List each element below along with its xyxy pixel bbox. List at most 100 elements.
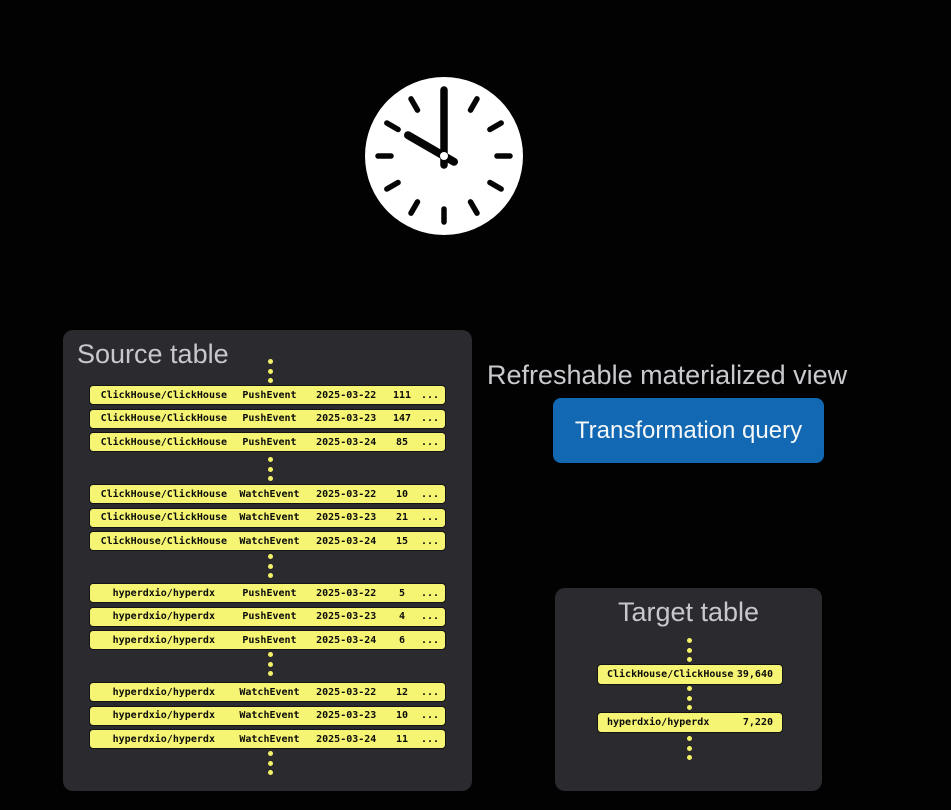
row-ellipsis: ... — [420, 389, 440, 401]
row-repo: hyperdxio/hyperdx — [112, 587, 215, 599]
row-total: 39,640 — [736, 669, 773, 680]
dot — [267, 359, 273, 364]
row-event: PushEvent — [242, 634, 297, 646]
dot — [267, 573, 273, 578]
row-repo: ClickHouse/ClickHouse — [100, 535, 228, 547]
row-count: 5 — [399, 587, 406, 599]
dot — [686, 695, 692, 701]
row-count: 85 — [396, 436, 409, 448]
row-date: 2025-03-22 — [316, 686, 377, 698]
dot — [267, 378, 273, 383]
clock-icon — [365, 77, 523, 235]
row-repo: ClickHouse/ClickHouse — [100, 512, 228, 523]
row-date: 2025-03-22 — [316, 389, 377, 401]
clock-hub — [440, 152, 448, 160]
table-row: hyperdxio/hyperdx PushEvent 2025-03-22 5… — [89, 583, 446, 603]
row-repo: hyperdxio/hyperdx — [607, 717, 710, 728]
row-count: 10 — [396, 488, 409, 500]
row-ellipsis: ... — [420, 634, 440, 646]
row-repo: ClickHouse/ClickHouse — [100, 436, 228, 448]
row-ellipsis: ... — [420, 413, 440, 424]
table-row: ClickHouse/ClickHouse PushEvent 2025-03-… — [89, 408, 446, 429]
dot — [267, 671, 273, 676]
row-count: 111 — [393, 389, 412, 401]
row-repo: hyperdxio/hyperdx — [112, 733, 215, 745]
row-ellipsis: ... — [420, 587, 440, 599]
row-date: 2025-03-24 — [316, 634, 377, 646]
dot — [267, 457, 273, 462]
table-row: hyperdxio/hyperdx WatchEvent 2025-03-22 … — [89, 682, 446, 702]
row-date: 2025-03-23 — [316, 413, 377, 424]
table-row: ClickHouse/ClickHouse WatchEvent 2025-03… — [89, 484, 446, 504]
row-date: 2025-03-23 — [316, 512, 377, 523]
row-count: 12 — [396, 686, 409, 698]
dot — [267, 368, 273, 374]
row-count: 15 — [396, 535, 409, 547]
table-row: hyperdxio/hyperdx PushEvent 2025-03-23 4… — [89, 606, 446, 627]
table-row: hyperdxio/hyperdx WatchEvent 2025-03-24 … — [89, 729, 446, 749]
row-repo: hyperdxio/hyperdx — [112, 710, 215, 721]
row-event: WatchEvent — [239, 733, 300, 745]
table-row: ClickHouse/ClickHouse WatchEvent 2025-03… — [89, 531, 446, 551]
row-ellipsis: ... — [420, 733, 440, 745]
table-row: hyperdxio/hyperdx WatchEvent 2025-03-23 … — [89, 705, 446, 726]
table-row: ClickHouse/ClickHouse WatchEvent 2025-03… — [89, 507, 446, 528]
row-count: 10 — [396, 710, 409, 721]
row-date: 2025-03-23 — [316, 611, 377, 622]
row-event: PushEvent — [242, 587, 297, 599]
dot — [267, 661, 273, 667]
row-repo: hyperdxio/hyperdx — [112, 634, 215, 646]
row-date: 2025-03-24 — [316, 535, 377, 547]
dot — [267, 751, 273, 756]
row-event: PushEvent — [242, 389, 297, 401]
target-table-title: Target table — [617, 597, 760, 627]
row-date: 2025-03-22 — [316, 488, 377, 500]
vertical-ellipsis-icon — [267, 652, 273, 676]
vertical-ellipsis-icon — [267, 554, 273, 578]
row-ellipsis: ... — [420, 535, 440, 547]
dot — [267, 770, 273, 775]
dot — [686, 686, 692, 691]
row-date: 2025-03-22 — [316, 587, 377, 599]
table-row: ClickHouse/ClickHouse PushEvent 2025-03-… — [89, 385, 446, 405]
row-count: 4 — [399, 611, 406, 622]
row-total: 7,220 — [742, 717, 773, 728]
row-repo: hyperdxio/hyperdx — [112, 686, 215, 698]
row-event: WatchEvent — [239, 535, 300, 547]
source-row-group-watch-hyperdx: hyperdxio/hyperdx WatchEvent 2025-03-22 … — [89, 682, 446, 749]
target-table-panel: Target table ClickHouse/ClickHouse 39,64… — [555, 588, 822, 791]
row-ellipsis: ... — [420, 436, 440, 448]
row-date: 2025-03-23 — [316, 710, 377, 721]
row-count: 147 — [393, 413, 412, 424]
dot — [686, 705, 692, 710]
vertical-ellipsis-icon — [686, 638, 692, 662]
row-repo: hyperdxio/hyperdx — [112, 611, 215, 622]
vertical-ellipsis-icon — [267, 751, 273, 775]
table-row: hyperdxio/hyperdx PushEvent 2025-03-24 6… — [89, 630, 446, 650]
row-event: WatchEvent — [239, 686, 300, 698]
row-ellipsis: ... — [420, 686, 440, 698]
table-row: ClickHouse/ClickHouse 39,640 — [597, 664, 783, 685]
source-row-group-push-hyperdx: hyperdxio/hyperdx PushEvent 2025-03-22 5… — [89, 583, 446, 650]
dot — [686, 745, 692, 751]
table-row: ClickHouse/ClickHouse PushEvent 2025-03-… — [89, 432, 446, 452]
source-row-group-watch-clickhouse: ClickHouse/ClickHouse WatchEvent 2025-03… — [89, 484, 446, 551]
row-repo: ClickHouse/ClickHouse — [100, 413, 228, 424]
transformation-query-button[interactable]: Transformation query — [553, 398, 824, 463]
row-ellipsis: ... — [420, 512, 440, 523]
row-event: WatchEvent — [239, 710, 300, 721]
dot — [686, 755, 692, 760]
dot — [267, 652, 273, 657]
row-date: 2025-03-24 — [316, 436, 377, 448]
row-event: PushEvent — [242, 611, 297, 622]
source-table-title: Source table — [77, 339, 229, 369]
row-repo: ClickHouse/ClickHouse — [607, 669, 734, 680]
dot — [686, 657, 692, 662]
source-table-panel: Source table ClickHouse/ClickHouse PushE… — [63, 330, 472, 791]
row-count: 6 — [399, 634, 406, 646]
dot — [686, 736, 692, 741]
row-ellipsis: ... — [420, 488, 440, 500]
dot — [686, 647, 692, 653]
row-repo: ClickHouse/ClickHouse — [100, 488, 228, 500]
